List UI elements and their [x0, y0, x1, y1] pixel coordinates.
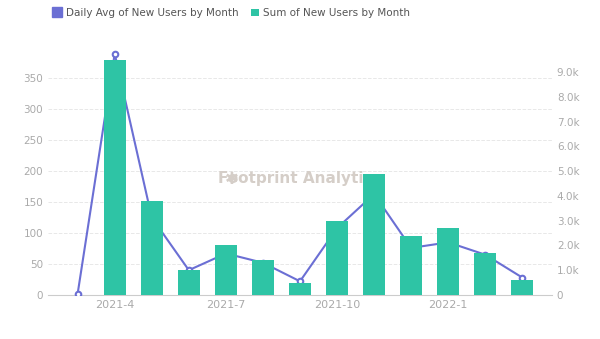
Bar [474, 253, 496, 295]
Text: Footprint Analytics: Footprint Analytics [218, 171, 382, 186]
Bar [289, 283, 311, 295]
Bar [140, 201, 163, 295]
Bar [400, 236, 422, 295]
Bar [215, 245, 237, 295]
Bar [104, 60, 126, 295]
Bar [326, 221, 348, 295]
Bar [437, 228, 460, 295]
Bar [178, 270, 200, 295]
Legend: Daily Avg of New Users by Month, Sum of New Users by Month: Daily Avg of New Users by Month, Sum of … [53, 8, 410, 18]
Bar [511, 280, 533, 295]
Bar [363, 174, 385, 295]
Text: ✱: ✱ [225, 170, 239, 187]
Bar [252, 260, 274, 295]
